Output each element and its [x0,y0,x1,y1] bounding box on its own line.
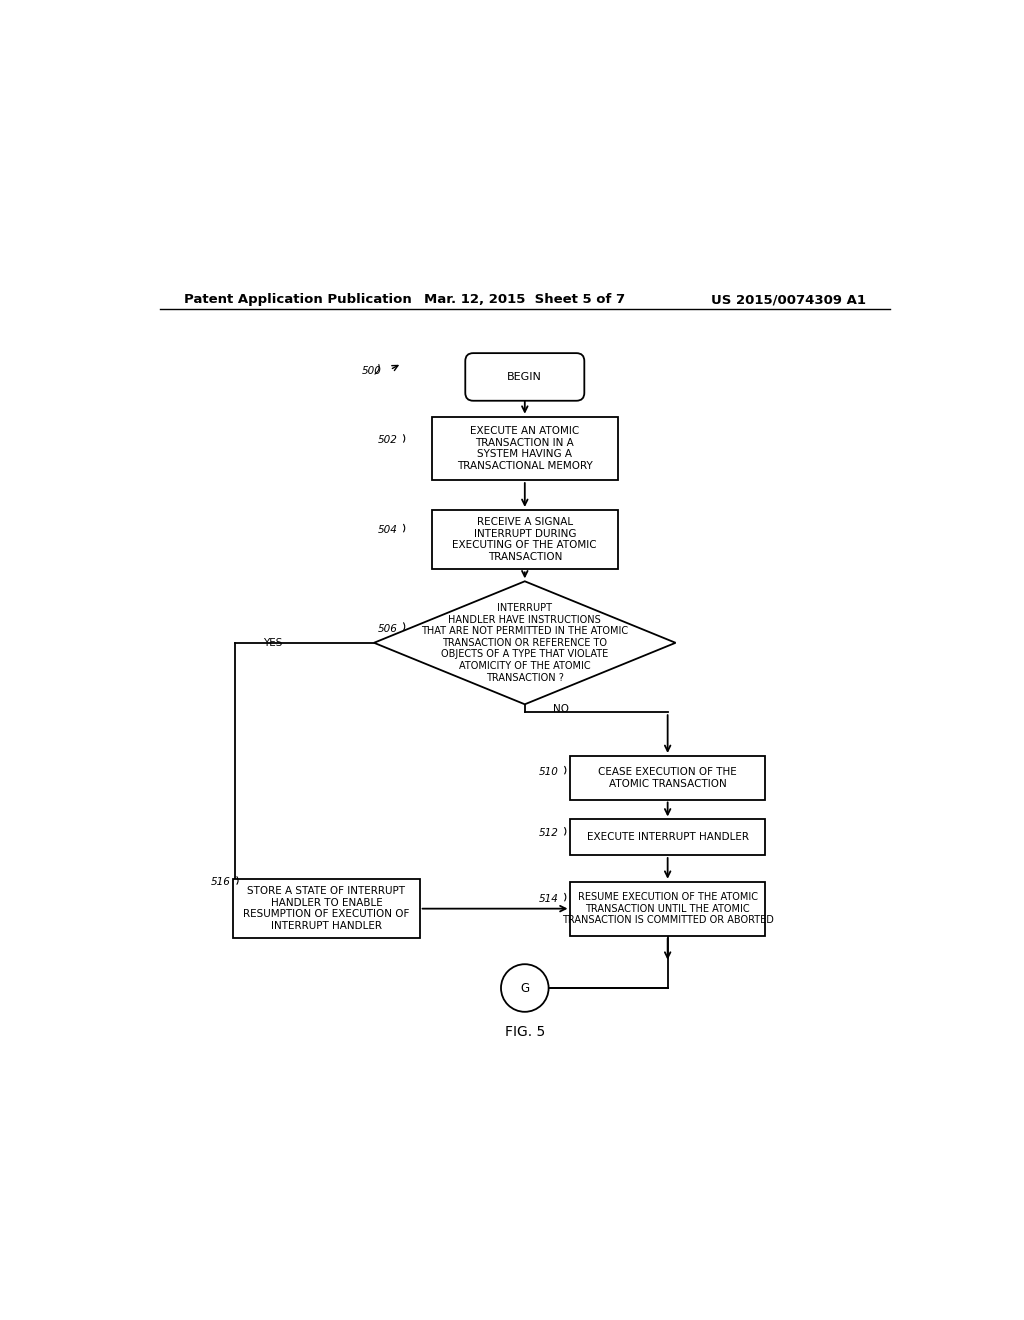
Text: BEGIN: BEGIN [507,372,543,381]
Text: RECEIVE A SIGNAL
INTERRUPT DURING
EXECUTING OF THE ATOMIC
TRANSACTION: RECEIVE A SIGNAL INTERRUPT DURING EXECUT… [453,517,597,562]
Text: 502: 502 [378,436,397,445]
Bar [570,882,765,936]
Circle shape [501,964,549,1012]
Text: Patent Application Publication: Patent Application Publication [183,293,412,306]
Text: 512: 512 [539,828,559,838]
Text: 504: 504 [378,525,397,535]
Bar [570,820,765,855]
Text: 510: 510 [539,767,559,777]
FancyBboxPatch shape [465,354,585,401]
Text: 500: 500 [362,367,382,376]
Polygon shape [374,581,676,705]
Bar [431,417,618,480]
Text: 506: 506 [378,623,397,634]
Text: Mar. 12, 2015  Sheet 5 of 7: Mar. 12, 2015 Sheet 5 of 7 [424,293,626,306]
Text: G: G [520,982,529,994]
Text: NO: NO [553,704,568,714]
Text: EXECUTE INTERRUPT HANDLER: EXECUTE INTERRUPT HANDLER [587,832,749,842]
Text: 516: 516 [211,878,231,887]
Text: STORE A STATE OF INTERRUPT
HANDLER TO ENABLE
RESUMPTION OF EXECUTION OF
INTERRUP: STORE A STATE OF INTERRUPT HANDLER TO EN… [244,886,410,931]
Bar [233,879,420,939]
Text: US 2015/0074309 A1: US 2015/0074309 A1 [711,293,866,306]
Text: FIG. 5: FIG. 5 [505,1024,545,1039]
Text: YES: YES [263,638,283,648]
Text: INTERRUPT
HANDLER HAVE INSTRUCTIONS
THAT ARE NOT PERMITTED IN THE ATOMIC
TRANSAC: INTERRUPT HANDLER HAVE INSTRUCTIONS THAT… [421,603,629,682]
Text: CEASE EXECUTION OF THE
ATOMIC TRANSACTION: CEASE EXECUTION OF THE ATOMIC TRANSACTIO… [598,767,737,788]
Text: EXECUTE AN ATOMIC
TRANSACTION IN A
SYSTEM HAVING A
TRANSACTIONAL MEMORY: EXECUTE AN ATOMIC TRANSACTION IN A SYSTE… [457,426,593,471]
Text: 514: 514 [539,894,559,904]
Bar [431,510,618,569]
Text: RESUME EXECUTION OF THE ATOMIC
TRANSACTION UNTIL THE ATOMIC
TRANSACTION IS COMMI: RESUME EXECUTION OF THE ATOMIC TRANSACTI… [562,892,773,925]
Bar [570,756,765,800]
